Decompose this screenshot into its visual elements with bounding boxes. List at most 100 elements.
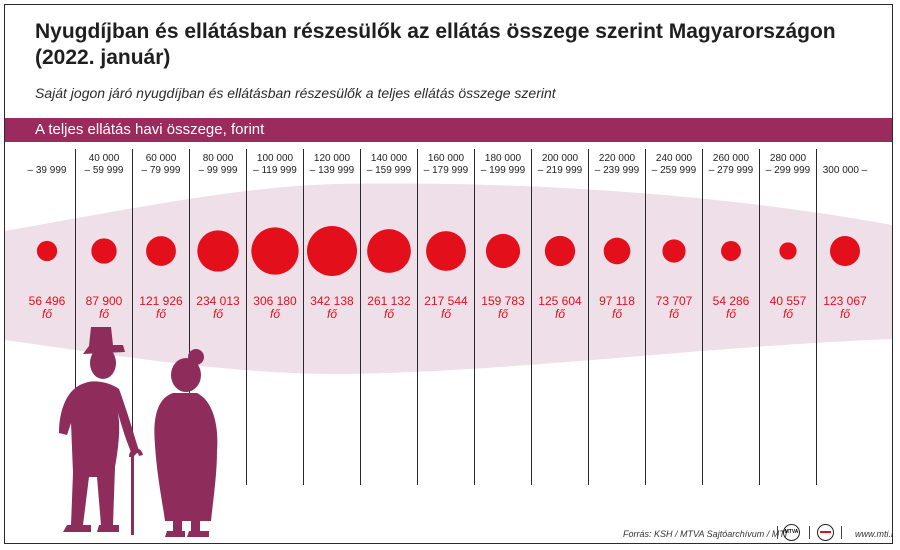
data-bubble	[544, 235, 576, 267]
unit-label: fő	[840, 307, 850, 321]
data-bubble	[426, 231, 466, 271]
page-title: Nyugdíjban és ellátásban részesülők az e…	[35, 20, 836, 69]
woman-body	[154, 393, 218, 521]
woman-shoe-right	[187, 531, 209, 537]
unit-label: fő	[384, 307, 394, 321]
chart-area: – 39 999 40 000– 59 999 60 000– 79 999 80 0…	[5, 149, 892, 537]
data-bubble	[367, 229, 411, 273]
category-label-to: – 159 999	[367, 165, 412, 176]
category-label-from: 40 000	[89, 153, 120, 164]
infographic-frame: – 39 999 40 000– 59 999 60 000– 79 999 80 0…	[4, 4, 893, 544]
man-shoe-right	[97, 525, 119, 532]
man-shoe-left	[63, 525, 91, 532]
website-link[interactable]: www.mti.hu	[855, 529, 892, 539]
distribution-shape	[5, 183, 892, 374]
value-label: 56 496	[29, 294, 66, 308]
subtitle: Saját jogon járó nyugdíjban és ellátásba…	[35, 85, 556, 101]
walking-cane	[131, 455, 134, 535]
value-label: 234 013	[196, 294, 240, 308]
footer-separator	[809, 526, 810, 539]
unit-label: fő	[726, 307, 736, 321]
unit-label: fő	[156, 307, 166, 321]
data-bubble	[307, 226, 357, 276]
category-label-to: – 259 999	[652, 165, 697, 176]
category-label-to: – 179 999	[424, 165, 469, 176]
category-label-from: 60 000	[146, 153, 177, 164]
value-label: 342 138	[310, 294, 354, 308]
category-label-to: 300 000 –	[823, 165, 868, 176]
value-label: 40 557	[770, 294, 807, 308]
category-label-to: – 139 999	[310, 165, 355, 176]
category-label-from: 260 000	[713, 153, 750, 164]
category-label-from: 100 000	[257, 153, 294, 164]
woman-leg-right	[191, 519, 200, 533]
elderly-couple-illustration	[59, 327, 218, 537]
category-label-to: – 119 999	[253, 165, 297, 176]
data-bubble	[779, 242, 797, 260]
category-label-from: 200 000	[542, 153, 579, 164]
cane-handle	[129, 448, 143, 457]
category-label-to: – 39 999	[28, 165, 67, 176]
value-label: 97 118	[599, 294, 635, 308]
woman-head	[171, 358, 201, 392]
category-label-from: 160 000	[428, 153, 465, 164]
data-bubble	[662, 239, 686, 263]
unit-label: fő	[498, 307, 508, 321]
mtva-logo: MTVA	[783, 524, 800, 541]
category-label-to: – 59 999	[85, 165, 124, 176]
category-label-to: – 219 999	[538, 165, 583, 176]
category-label-to: – 79 999	[142, 165, 181, 176]
unit-label: fő	[99, 307, 109, 321]
unit-label: fő	[669, 307, 679, 321]
data-bubble	[251, 227, 299, 275]
value-label: 73 707	[656, 294, 693, 308]
category-label-to: – 239 999	[595, 165, 640, 176]
data-bubble	[197, 230, 239, 272]
data-bubble	[603, 237, 631, 265]
data-bubble	[36, 240, 58, 262]
category-label-from: 180 000	[485, 153, 522, 164]
source-credit: Forrás: KSH / MTVA Sajtóarchívum / MTI	[623, 529, 788, 539]
category-label-to: – 99 999	[199, 165, 238, 176]
data-bubble	[485, 233, 521, 269]
category-label-from: 80 000	[203, 153, 234, 164]
data-bubble	[146, 236, 176, 266]
unit-label: fő	[327, 307, 337, 321]
woman-leg-left	[173, 519, 182, 533]
value-label: 123 067	[823, 294, 867, 308]
woman-shoe-left	[165, 531, 185, 537]
category-label-to: – 199 999	[481, 165, 526, 176]
value-label: 125 604	[538, 294, 582, 308]
footer-separator	[841, 526, 842, 539]
category-label-from: 220 000	[599, 153, 636, 164]
mti-logo	[817, 524, 834, 541]
data-bubble	[830, 236, 860, 266]
unit-label: fő	[783, 307, 793, 321]
unit-label: fő	[42, 307, 52, 321]
value-label: 261 132	[367, 294, 411, 308]
category-label-to: – 279 999	[709, 165, 754, 176]
data-bubble	[721, 241, 741, 261]
value-label: 217 544	[424, 294, 468, 308]
data-bubble	[91, 238, 117, 264]
unit-label: fő	[612, 307, 622, 321]
man-head	[90, 347, 116, 379]
category-label-from: 120 000	[314, 153, 351, 164]
category-label-from: 280 000	[770, 153, 807, 164]
category-label-from: 240 000	[656, 153, 693, 164]
unit-label: fő	[270, 307, 280, 321]
band-label: A teljes ellátás havi összege, forint	[35, 121, 265, 138]
value-label: 54 286	[713, 294, 750, 308]
value-label: 306 180	[253, 294, 297, 308]
value-label: 121 926	[139, 294, 183, 308]
unit-label: fő	[555, 307, 565, 321]
value-label: 159 783	[481, 294, 525, 308]
hat	[83, 327, 125, 354]
category-band: A teljes ellátás havi összege, forint	[5, 118, 892, 142]
category-label-from: 140 000	[371, 153, 408, 164]
category-label-to: – 299 999	[766, 165, 811, 176]
man-body	[59, 381, 139, 525]
value-label: 87 900	[86, 294, 123, 308]
unit-label: fő	[441, 307, 451, 321]
unit-label: fő	[213, 307, 223, 321]
